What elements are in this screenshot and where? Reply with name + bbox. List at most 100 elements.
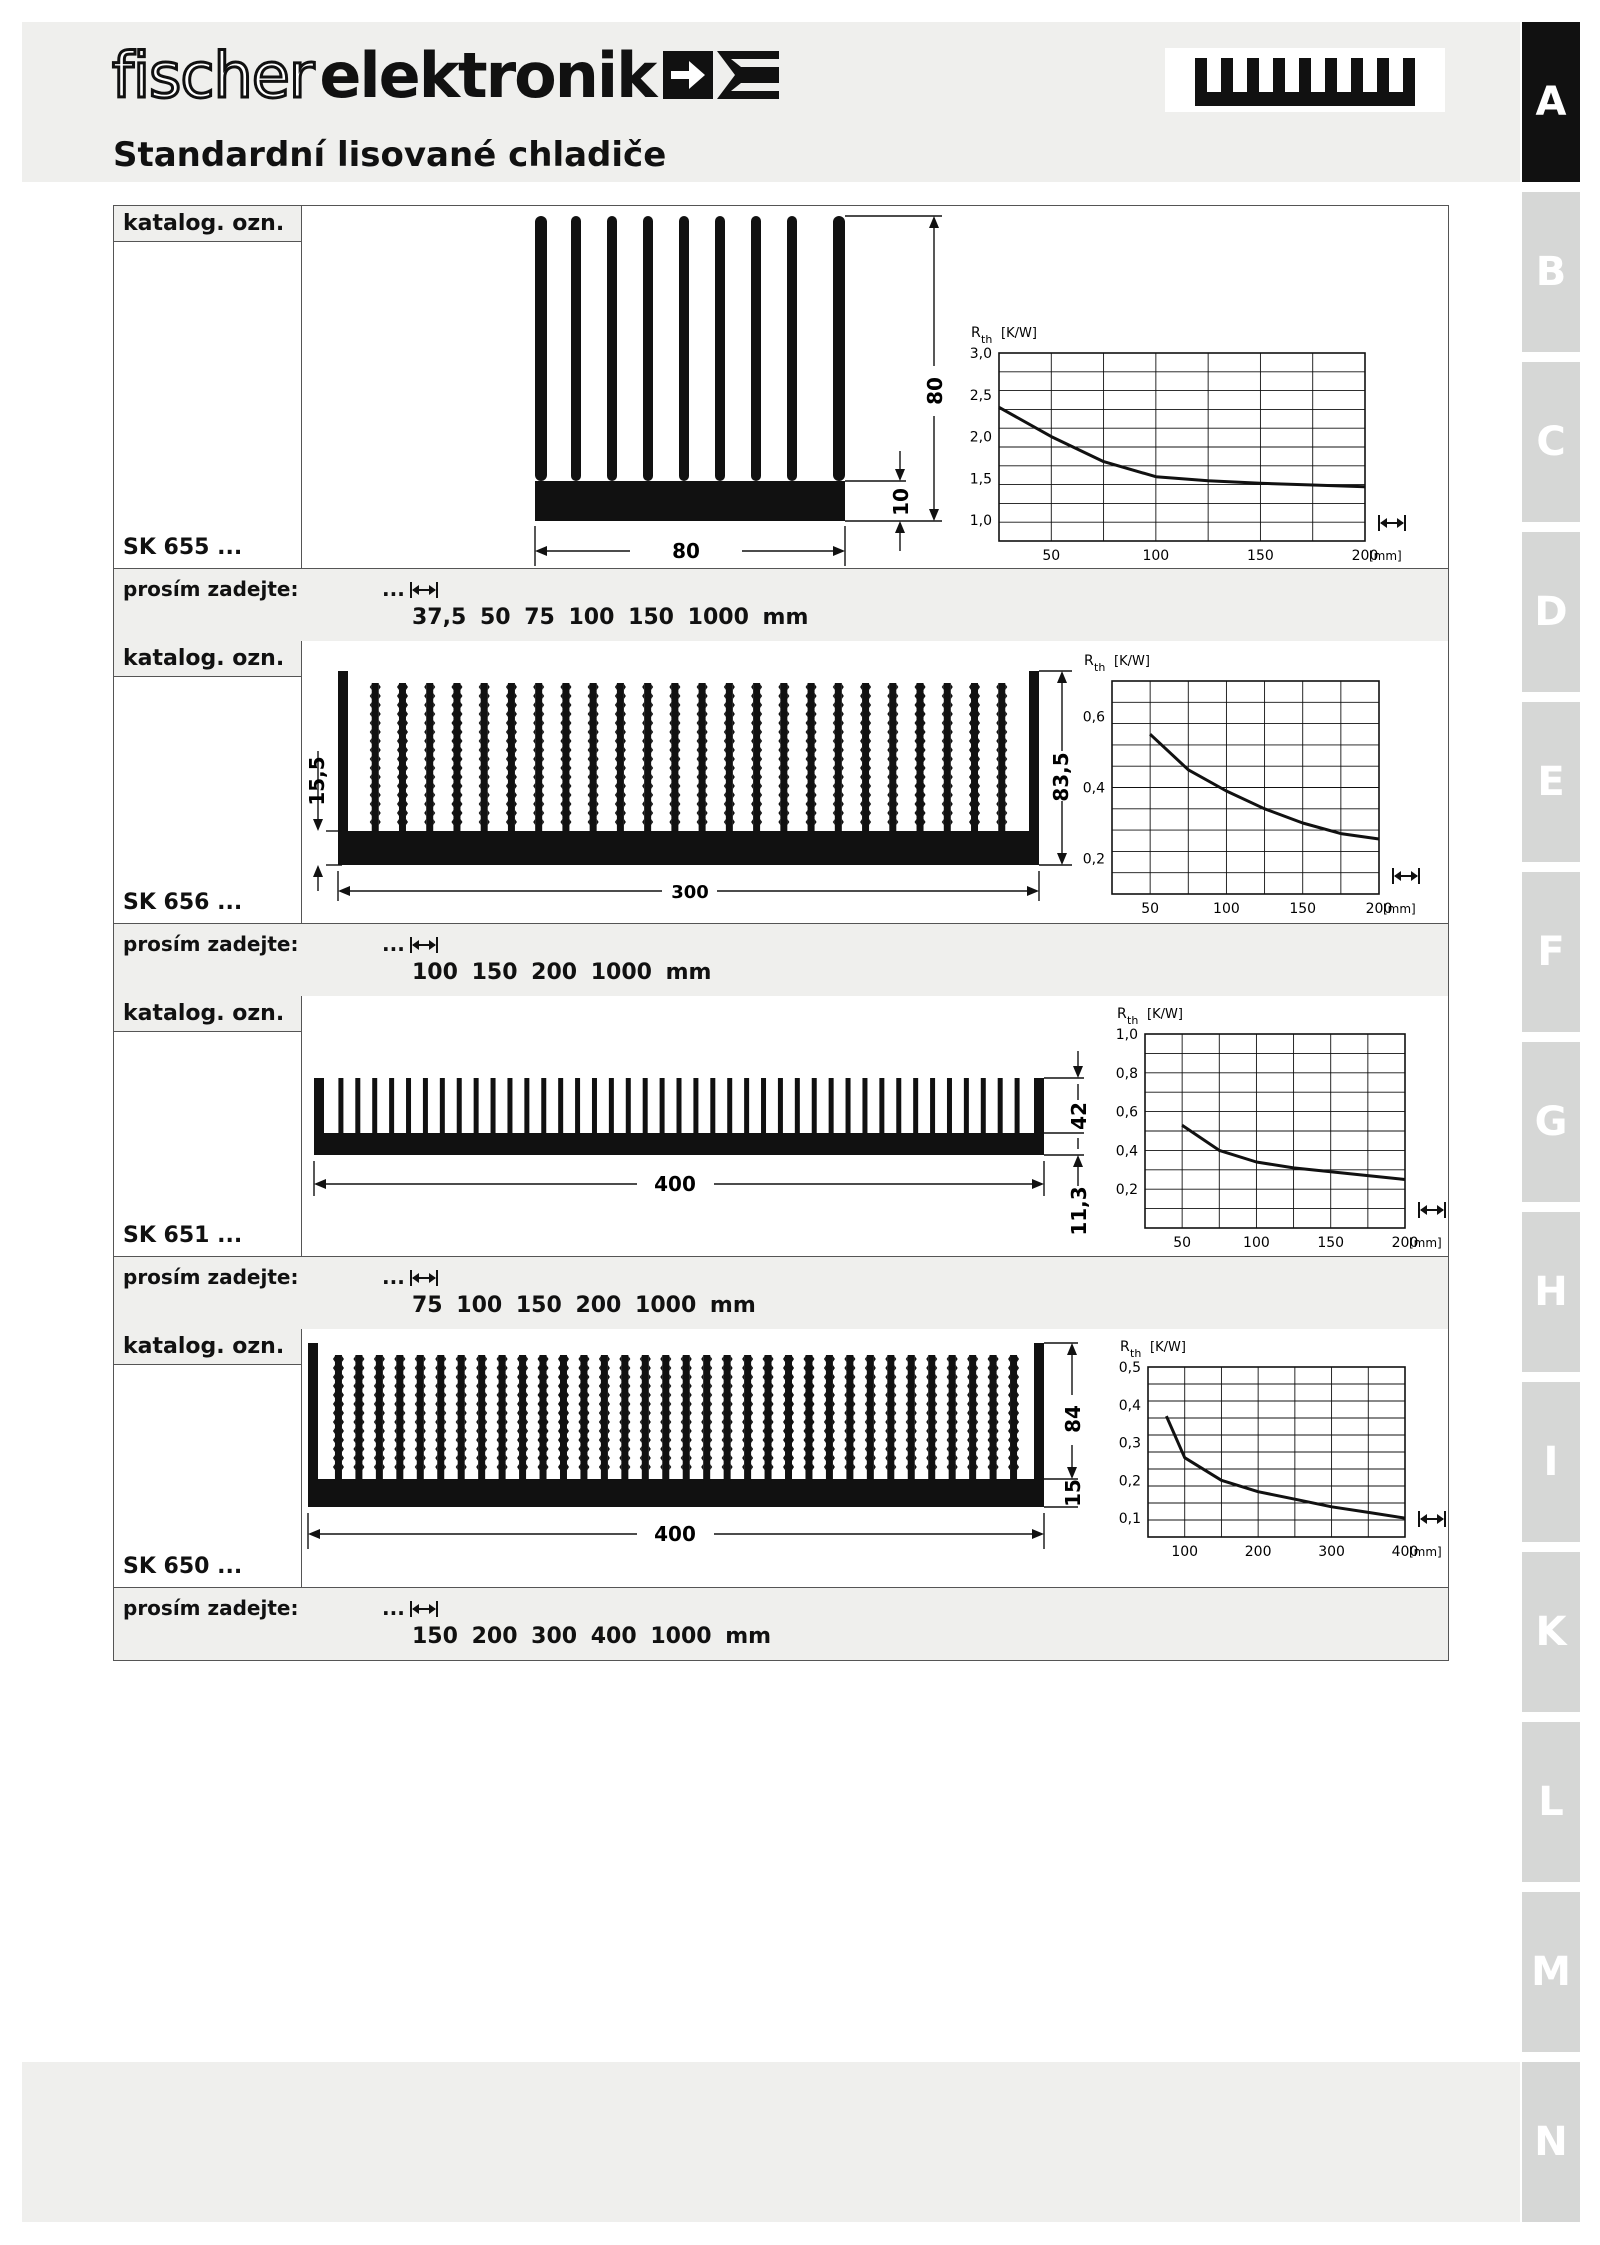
fin-rib [914, 693, 917, 699]
tab-c[interactable]: C [1522, 362, 1580, 522]
y-tick-label: 2,0 [970, 430, 992, 446]
fin-rib [542, 783, 545, 789]
fin-rib [669, 819, 672, 825]
fin-rib [923, 783, 926, 789]
fin-rib [701, 1401, 704, 1407]
profile-fin [980, 1078, 986, 1135]
fin-rib [996, 1419, 999, 1425]
fin-rib [526, 1437, 529, 1443]
fin-rib [587, 738, 590, 744]
fin-rib [926, 1356, 929, 1362]
fin-rib [832, 1356, 835, 1362]
fin-rib [969, 702, 972, 708]
fin-rib [701, 1446, 704, 1452]
fin-rib [896, 774, 899, 780]
fin-rib [642, 810, 645, 816]
tab-i[interactable]: I [1522, 1382, 1580, 1542]
y-tick-label: 3,0 [970, 346, 992, 362]
order-row: prosím zadejte: ... 100 150 200 1000 mm [114, 924, 1448, 996]
fin-rib [832, 1374, 835, 1380]
tab-k[interactable]: K [1522, 1552, 1580, 1712]
fin-rib [896, 792, 899, 798]
fin-rib [369, 792, 372, 798]
fin-rib [935, 1401, 938, 1407]
fin-rib [396, 702, 399, 708]
catalog-label: katalog. ozn. [114, 641, 301, 677]
fin-rib [705, 711, 708, 717]
fin-rib [841, 711, 844, 717]
fin-rib [660, 1365, 663, 1371]
fin-rib [969, 810, 972, 816]
tab-a[interactable]: A [1522, 22, 1580, 182]
dim-base: 10 [889, 488, 913, 516]
tab-e[interactable]: E [1522, 702, 1580, 862]
fin-rib [496, 1392, 499, 1398]
fin-rib [823, 1401, 826, 1407]
fin-rib [701, 1374, 704, 1380]
fin-rib [596, 720, 599, 726]
tab-n[interactable]: N [1522, 2062, 1580, 2222]
tab-m[interactable]: M [1522, 1892, 1580, 2052]
fin-rib [778, 801, 781, 807]
fin-rib [537, 1419, 540, 1425]
fin-rib [812, 1392, 815, 1398]
fin-rib [587, 1437, 590, 1443]
fin-rib [844, 1365, 847, 1371]
fin-rib [566, 1410, 569, 1416]
brand-logo: fischer elektronik [110, 37, 781, 113]
fin-rib [476, 1410, 479, 1416]
fin-rib [607, 1446, 610, 1452]
fin-rib [669, 729, 672, 735]
fin-rib [853, 1383, 856, 1389]
tab-g[interactable]: G [1522, 1042, 1580, 1202]
y-axis-label-sub: th [1130, 1347, 1141, 1360]
fin-rib [464, 1455, 467, 1461]
fin-rib [926, 1392, 929, 1398]
fin-rib [762, 1455, 765, 1461]
fin-rib [732, 693, 735, 699]
fin-rib [587, 1392, 590, 1398]
fin-rib [639, 1365, 642, 1371]
fin-rib [560, 720, 563, 726]
tab-f[interactable]: F [1522, 872, 1580, 1032]
fin-rib [680, 1455, 683, 1461]
fin-rib [792, 1383, 795, 1389]
fin-rib [444, 1356, 447, 1362]
tab-l[interactable]: L [1522, 1722, 1580, 1882]
fin-rib [935, 1383, 938, 1389]
fin-rib [405, 819, 408, 825]
tab-h[interactable]: H [1522, 1212, 1580, 1372]
fin-rib [696, 738, 699, 744]
fin-rib [455, 1401, 458, 1407]
fin-rib [696, 783, 699, 789]
fin-rib [476, 1428, 479, 1434]
fin-rib [451, 819, 454, 825]
fin-rib [914, 1455, 917, 1461]
fin-rib [1017, 1365, 1020, 1371]
fin-rib [362, 1383, 365, 1389]
fin-rib [787, 819, 790, 825]
fin-rib [651, 810, 654, 816]
fin-rib [396, 801, 399, 807]
fin-rib [382, 1419, 385, 1425]
fin-rib [423, 1437, 426, 1443]
tab-d[interactable]: D [1522, 532, 1580, 692]
fin-rib [885, 1446, 888, 1452]
fin-rib [669, 783, 672, 789]
fin-rib [433, 738, 436, 744]
fin-rib [414, 1455, 417, 1461]
tab-b[interactable]: B [1522, 192, 1580, 352]
fin-rib [614, 756, 617, 762]
fin-rib [814, 810, 817, 816]
fin-rib [978, 693, 981, 699]
fin-rib [923, 819, 926, 825]
fin-rib [578, 1410, 581, 1416]
fin-rib [887, 702, 890, 708]
fin-rib [1005, 774, 1008, 780]
fin-rib [628, 1410, 631, 1416]
fin-rib [648, 1392, 651, 1398]
fin-rib [487, 765, 490, 771]
fin-rib [596, 738, 599, 744]
fin-rib [560, 765, 563, 771]
fin-rib [505, 1419, 508, 1425]
